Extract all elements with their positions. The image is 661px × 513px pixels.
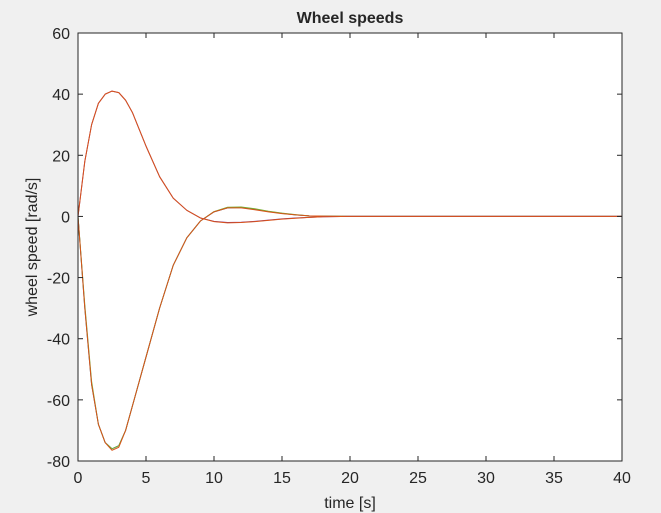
axes-box <box>77 32 623 462</box>
y-tick-label: 60 <box>52 26 70 43</box>
x-tick-label: 0 <box>74 470 83 487</box>
x-tick-label: 30 <box>477 470 495 487</box>
y-tick-label: -80 <box>47 454 70 471</box>
x-axis-label: time [s] <box>324 495 376 512</box>
x-tick-label: 10 <box>205 470 223 487</box>
y-tick-label: -40 <box>47 332 70 349</box>
x-tick-label: 20 <box>341 470 359 487</box>
chart-title: Wheel speeds <box>297 10 404 27</box>
plot-area <box>78 33 622 461</box>
y-tick-label: 40 <box>52 87 70 104</box>
x-tick-label: 35 <box>545 470 563 487</box>
x-tick-label: 5 <box>142 470 151 487</box>
x-tick-label: 40 <box>613 470 631 487</box>
series-line-5 <box>77 90 622 224</box>
x-tick-label: 15 <box>273 470 291 487</box>
y-tick-label: -20 <box>47 271 70 288</box>
y-tick-label: -60 <box>47 393 70 410</box>
y-tick-label: 20 <box>52 148 70 165</box>
series-layer <box>77 90 622 451</box>
y-tick-label: 0 <box>61 209 70 226</box>
tick-layer: 0 5 10 15 20 25 30 35 40 -80 -60 -40 -20 0 20 40 60 <box>47 26 631 487</box>
y-axis-label: wheel speed [rad/s] <box>24 178 41 318</box>
x-tick-label: 25 <box>409 470 427 487</box>
